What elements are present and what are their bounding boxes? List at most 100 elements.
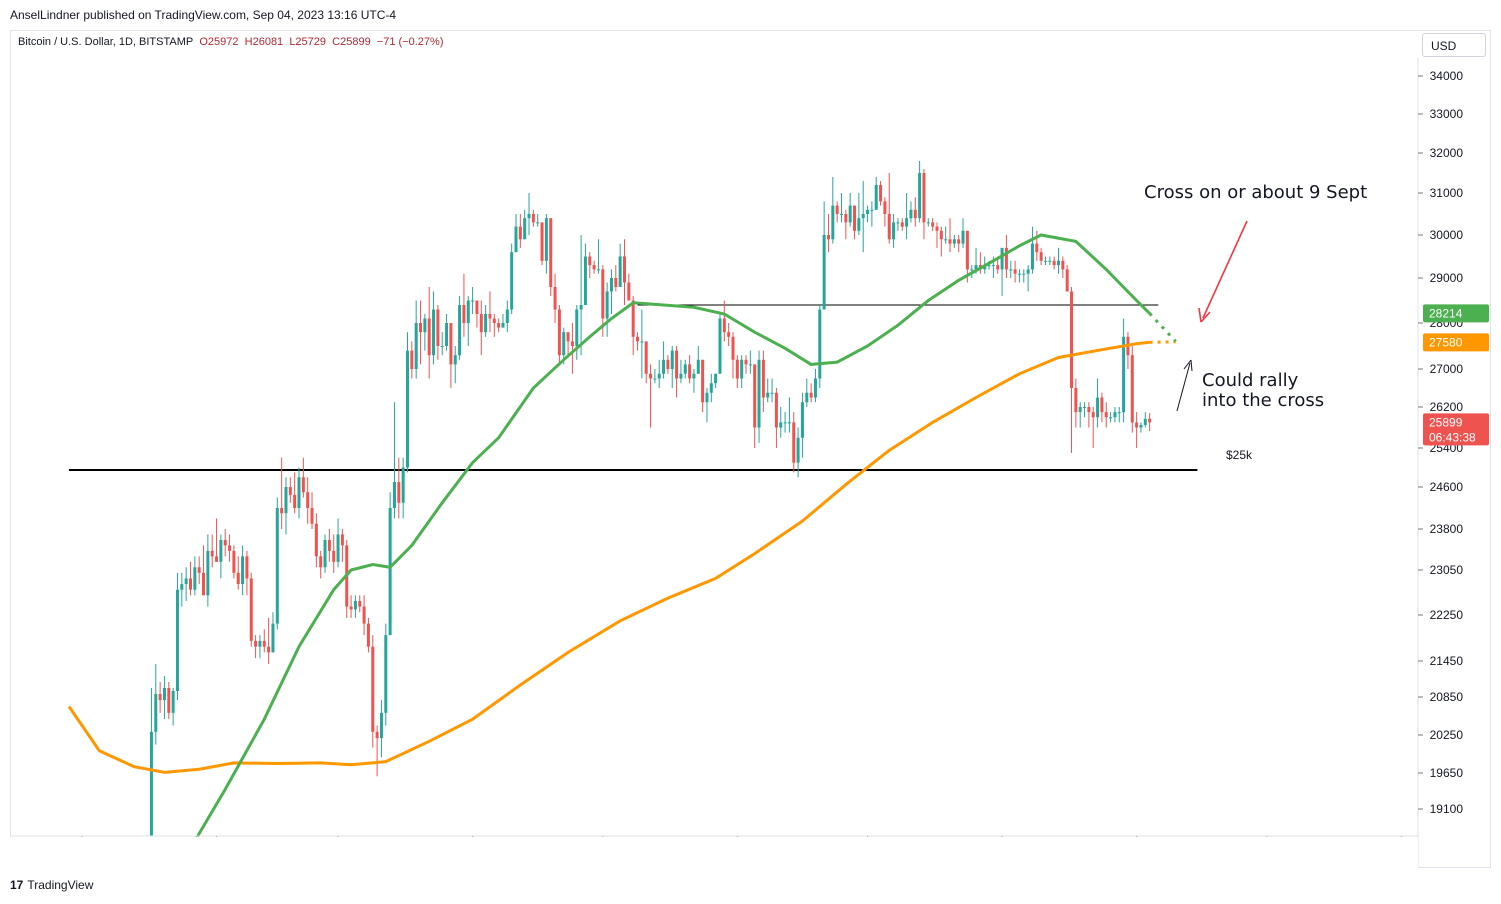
candle-body [753, 364, 757, 428]
candle-body [874, 185, 878, 210]
candle-body [696, 359, 700, 374]
footer-brand: 17 TradingView [10, 878, 93, 892]
candle-body [831, 205, 835, 240]
candle-body [683, 364, 687, 374]
currency-selector[interactable]: USD [1422, 33, 1486, 57]
candle-body [445, 323, 449, 346]
candle-body [1009, 269, 1013, 271]
candle-body [475, 300, 479, 314]
candle-body [162, 688, 166, 701]
candle-body [835, 205, 839, 214]
level-25k-label: $25k [1226, 448, 1253, 462]
candle-body [722, 318, 726, 333]
candle-body [848, 205, 852, 223]
candle-body [484, 314, 488, 333]
candle-body [887, 214, 891, 240]
ohlc-close: C25899 [332, 36, 371, 48]
candle-body [293, 494, 297, 508]
candle-body [314, 523, 318, 557]
moving-averages [0, 233, 1418, 868]
price-tag-value: 25899 [1429, 415, 1463, 429]
candle-body [1057, 260, 1060, 266]
cross-arrow-head-icon [1198, 307, 1211, 323]
candle-body [562, 332, 566, 356]
candle-body [319, 556, 323, 568]
candle-body [896, 222, 900, 224]
candle-body [1004, 247, 1008, 270]
y-tick-label: 19650 [1430, 766, 1464, 780]
candle-body [605, 291, 609, 319]
candle-body [636, 336, 640, 342]
candle-body [618, 256, 622, 287]
candle-body [375, 731, 379, 739]
candle-body [644, 341, 648, 374]
candle-body [779, 422, 783, 428]
candle-body [1000, 247, 1004, 270]
candle-body [171, 691, 175, 713]
price-tag [1423, 304, 1489, 323]
candle-body [432, 309, 436, 356]
y-tick-label: 22250 [1430, 608, 1464, 622]
candle-body [870, 209, 874, 211]
candle-body [757, 359, 761, 428]
candle-body [909, 209, 913, 219]
candle-body [1096, 397, 1100, 418]
candle-body [840, 214, 843, 215]
candle-body [462, 305, 466, 323]
candle-body [761, 359, 765, 398]
candle-body [670, 350, 674, 369]
candle-body [458, 305, 462, 356]
candle-body [340, 534, 344, 546]
candle-body [397, 482, 401, 503]
candle-body [280, 508, 284, 514]
cross-arrow-line [1202, 220, 1248, 319]
candle-body [1104, 412, 1108, 418]
candle-body [748, 364, 752, 366]
candle-body [774, 392, 778, 428]
candle-body [918, 173, 922, 219]
candle-body [436, 309, 440, 346]
candle-body [623, 256, 626, 283]
candle-body [466, 300, 470, 323]
ohlc-low: L25729 [289, 36, 327, 48]
candle-body [879, 185, 883, 202]
candle-body [193, 567, 197, 590]
candle-body [588, 256, 592, 266]
candle-body [306, 492, 310, 508]
candle-body [601, 269, 605, 319]
y-tick-label: 33000 [1430, 107, 1464, 121]
y-tick-label: 21450 [1430, 654, 1464, 668]
y-tick-label: 30000 [1430, 228, 1464, 242]
candle-body [1087, 407, 1091, 413]
candle-body [223, 539, 227, 546]
price-tag [1423, 333, 1489, 352]
candle-body [701, 359, 705, 403]
candle-body [679, 373, 683, 379]
candle-body [531, 214, 535, 223]
candle-body [1148, 418, 1152, 423]
y-tick-label: 20850 [1430, 690, 1464, 704]
symbol-legend: Bitcoin / U.S. Dollar, 1D, BITSTAMP O259… [18, 36, 443, 48]
candle-body [167, 688, 171, 713]
candle-body [1070, 291, 1074, 388]
candle-body [792, 422, 796, 463]
candle-body [301, 477, 305, 493]
candle-body [609, 278, 613, 292]
candle-body [553, 287, 557, 310]
candle-body [206, 550, 210, 596]
candle-body [922, 173, 926, 223]
candle-body [566, 332, 570, 342]
candle-body [379, 712, 383, 739]
candle-body [579, 305, 583, 310]
candle-body [675, 350, 679, 379]
candle-body [1100, 397, 1104, 413]
candle-body [175, 589, 179, 691]
candle-body [358, 600, 362, 607]
candle-body [653, 378, 657, 380]
candle-body [288, 487, 292, 495]
candle-body [900, 222, 904, 227]
candle-body [740, 359, 744, 379]
candle-body [614, 278, 618, 287]
candle-body [718, 318, 722, 374]
